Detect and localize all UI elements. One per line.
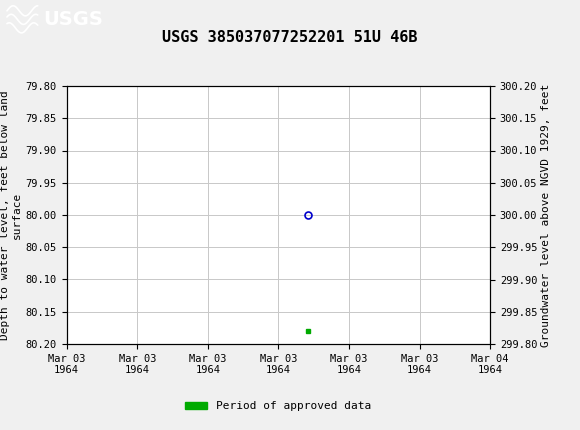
Legend: Period of approved data: Period of approved data (181, 397, 376, 416)
Text: USGS 385037077252201 51U 46B: USGS 385037077252201 51U 46B (162, 30, 418, 45)
Y-axis label: Depth to water level, feet below land
surface: Depth to water level, feet below land su… (0, 90, 21, 340)
Text: USGS: USGS (44, 10, 103, 29)
Y-axis label: Groundwater level above NGVD 1929, feet: Groundwater level above NGVD 1929, feet (542, 83, 552, 347)
